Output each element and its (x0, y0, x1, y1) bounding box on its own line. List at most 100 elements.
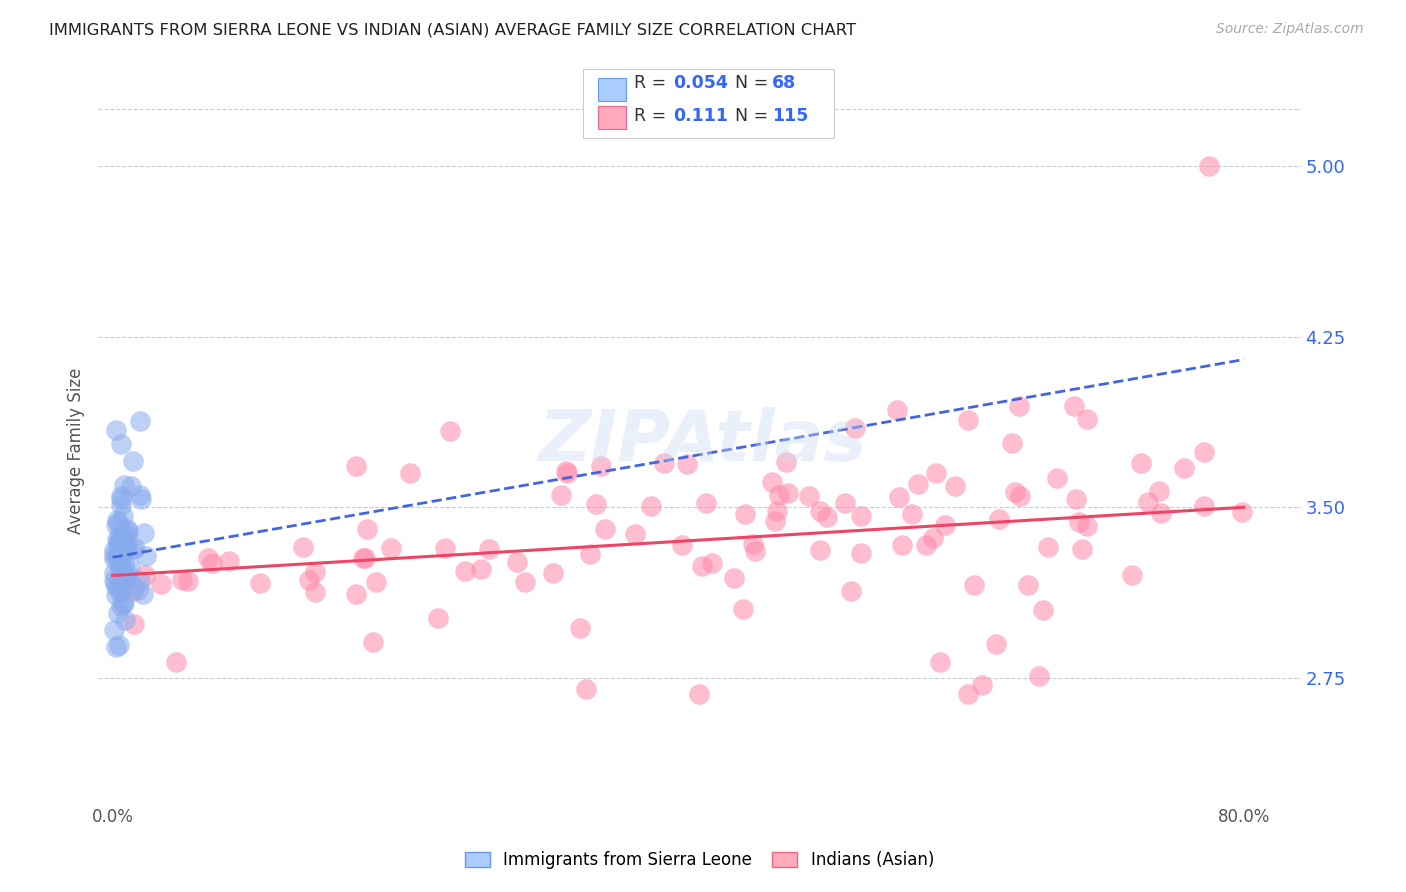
Point (112, 596, 135, 610)
Point (107, 535, 129, 549)
Point (585, 497, 607, 511)
Point (108, 578, 131, 592)
Point (1008, 489, 1031, 503)
Point (776, 486, 799, 500)
Point (768, 488, 790, 502)
Point (107, 538, 129, 552)
Point (541, 566, 564, 580)
Point (1129, 456, 1152, 470)
Point (1064, 492, 1087, 507)
Point (110, 491, 132, 506)
Point (103, 573, 125, 587)
Point (107, 606, 129, 620)
Point (943, 479, 966, 493)
Point (1076, 519, 1098, 533)
Point (1032, 602, 1054, 616)
Point (108, 528, 131, 542)
Point (112, 477, 135, 491)
Point (1137, 495, 1160, 509)
Point (454, 564, 477, 578)
Point (129, 492, 152, 507)
Point (218, 554, 240, 568)
Point (1008, 399, 1031, 413)
Point (346, 587, 368, 601)
Point (131, 586, 153, 600)
Point (891, 538, 914, 552)
Point (1121, 568, 1143, 582)
Point (723, 571, 745, 585)
Point (104, 423, 127, 437)
Point (957, 687, 980, 701)
Point (105, 581, 128, 595)
Point (110, 489, 132, 503)
Point (105, 588, 128, 602)
Point (673, 830, 696, 844)
Point (117, 524, 139, 538)
Point (121, 541, 143, 556)
Point (112, 566, 135, 581)
Point (356, 522, 378, 536)
Point (844, 421, 866, 435)
Point (110, 560, 132, 574)
Text: N =: N = (735, 74, 775, 92)
Point (110, 560, 132, 574)
Point (963, 578, 986, 592)
Point (775, 455, 797, 469)
Point (702, 556, 724, 570)
Point (111, 596, 134, 610)
Point (361, 635, 384, 649)
Point (127, 582, 149, 597)
Point (439, 424, 461, 438)
Point (124, 541, 146, 555)
Point (352, 551, 374, 566)
Point (170, 573, 193, 587)
Point (114, 570, 136, 584)
Point (986, 637, 1008, 651)
Point (555, 466, 578, 480)
Point (761, 475, 783, 489)
Point (1149, 484, 1171, 499)
Point (105, 517, 128, 532)
Point (118, 559, 141, 574)
Point (115, 540, 138, 554)
Point (433, 541, 456, 556)
Point (731, 602, 754, 616)
Point (398, 466, 420, 480)
Text: R =: R = (634, 107, 678, 125)
Point (132, 526, 155, 541)
Point (851, 546, 873, 560)
Point (1192, 444, 1215, 458)
Point (104, 640, 127, 655)
Point (122, 578, 145, 592)
Point (506, 555, 529, 569)
Point (575, 682, 598, 697)
Point (956, 413, 979, 427)
Point (763, 514, 786, 528)
Point (103, 623, 125, 637)
Point (579, 547, 602, 561)
Text: N =: N = (735, 107, 775, 125)
Point (149, 576, 172, 591)
Point (886, 402, 908, 417)
Point (1004, 485, 1026, 500)
Point (114, 613, 136, 627)
Point (122, 584, 145, 599)
Point (734, 507, 756, 521)
Point (108, 535, 131, 549)
Point (550, 487, 572, 501)
Text: 0.111: 0.111 (673, 107, 728, 125)
Point (105, 532, 128, 546)
Point (568, 621, 591, 635)
Point (176, 574, 198, 588)
Point (907, 477, 929, 491)
Point (112, 509, 135, 524)
Point (1067, 515, 1090, 529)
Point (103, 543, 125, 558)
Point (114, 544, 136, 558)
Point (901, 507, 924, 521)
Point (1046, 471, 1069, 485)
Point (695, 496, 717, 510)
Text: 0.054: 0.054 (673, 74, 728, 92)
Y-axis label: Average Family Size: Average Family Size (66, 368, 84, 533)
Point (470, 562, 492, 576)
